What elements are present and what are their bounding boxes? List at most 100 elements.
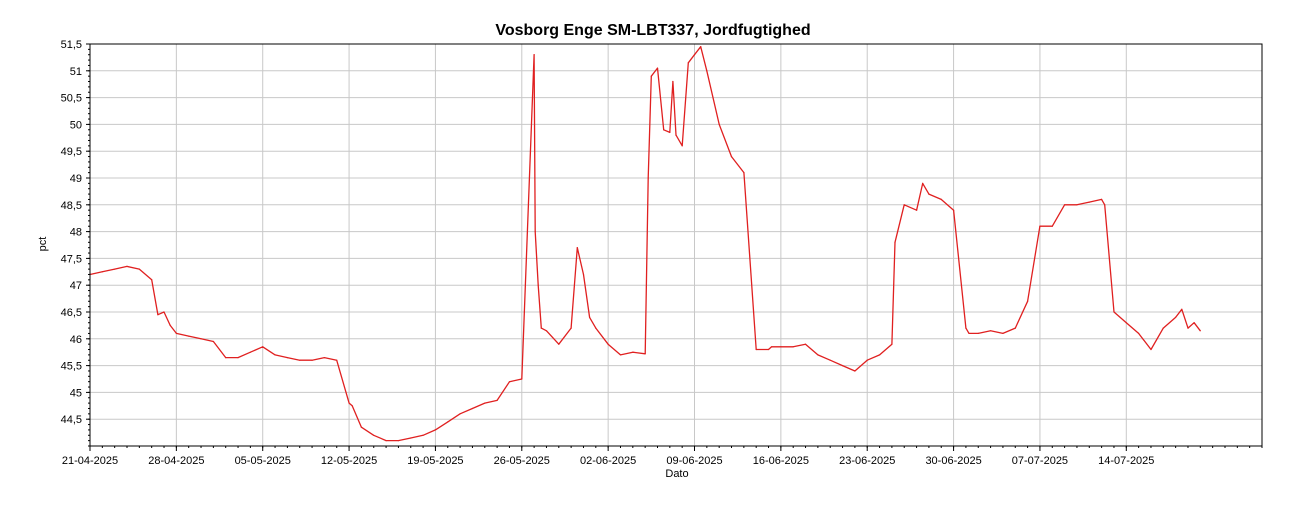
y-tick-label: 50,5 [61,93,82,105]
data-point [619,354,622,356]
data-point [1051,225,1053,227]
data-point [922,182,924,184]
data-point [1150,348,1152,351]
x-tick-label: 02-06-2025 [580,455,636,467]
data-point [537,284,539,286]
data-point [903,204,905,206]
data-point [607,343,609,345]
data-point [200,338,202,340]
data-point [1088,201,1090,203]
x-tick-label: 14-07-2025 [1098,455,1154,467]
data-point [558,343,560,345]
data-point [841,365,844,367]
data-point [647,177,649,179]
data-point [990,330,992,332]
data-point [262,346,264,348]
data-point [274,354,276,356]
data-point [595,327,597,329]
y-tick-label: 47,5 [61,253,82,265]
data-point [175,332,177,334]
data-point [916,209,918,211]
data-point [792,346,794,348]
x-tick-label: 19-05-2025 [407,455,463,467]
data-point [351,405,353,407]
data-point [101,271,103,273]
data-point [743,172,745,174]
data-point [496,399,498,401]
data-point [730,156,733,158]
data-point [212,340,214,343]
data-point [940,198,942,200]
y-tick-label: 48,5 [61,200,82,212]
data-point [447,421,449,423]
data-point [169,324,171,326]
data-point [1113,311,1115,313]
data-point [804,343,807,345]
data-point [533,54,535,56]
y-tick-label: 45,5 [61,361,82,373]
data-point [114,268,116,270]
data-point [693,54,696,56]
y-tick-label: 48 [70,227,82,239]
data-point [1175,316,1177,318]
data-point [866,359,868,361]
data-point [323,357,325,359]
data-point [650,75,652,77]
x-tick-label: 26-05-2025 [494,455,550,467]
x-axis-label: Dato [665,468,688,480]
data-point [299,359,301,361]
data-point [767,348,770,351]
y-tick-label: 45 [70,387,82,399]
data-point [1181,308,1183,310]
data-point [484,402,486,404]
y-tick-label: 46,5 [61,307,82,319]
data-point [968,332,970,334]
y-tick-label: 44,5 [61,414,82,426]
data-point [829,359,831,361]
data-point [521,378,523,380]
data-point [360,426,362,428]
series-layer [89,46,1201,442]
data-point [780,346,782,348]
x-tick-labels: 21-04-2025 28-04-2025 05-05-2025 12-05-2025… [62,455,1155,467]
x-tick-label: 07-07-2025 [1012,455,1068,467]
data-point [545,330,548,332]
data-point [385,440,387,442]
y-tick-label: 49 [70,173,82,185]
data-point [681,145,683,147]
data-point [672,80,674,83]
data-point [817,354,819,356]
x-tick-label: 23-06-2025 [839,455,895,467]
data-point [675,134,677,136]
tick-marks [86,43,1263,451]
data-point [1162,327,1164,329]
data-point [410,437,412,439]
data-point [656,67,659,69]
data-point [138,268,140,270]
x-tick-label: 12-05-2025 [321,455,377,467]
data-point [534,231,536,233]
y-tick-label: 46 [70,334,82,346]
data-point [854,370,856,372]
data-point [1002,332,1004,334]
data-point [589,316,591,318]
y-tick-label: 49,5 [61,146,82,158]
data-point [151,279,153,281]
y-tick-label: 47 [70,280,82,292]
data-point [1027,300,1029,302]
data-point [977,332,979,334]
data-point [1039,225,1041,227]
x-tick-label: 05-05-2025 [235,455,291,467]
data-point [237,357,239,359]
data-point [582,273,585,276]
data-point [663,129,665,131]
data-point [336,359,338,361]
data-point [508,381,511,383]
data-point [669,131,671,133]
data-point [894,241,896,243]
data-point [1138,332,1140,334]
chart-title: Vosborg Enge SM-LBT337, Jordfugtighed [495,22,810,39]
data-point [687,62,689,64]
